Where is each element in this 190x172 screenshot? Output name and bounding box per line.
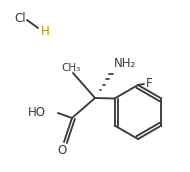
Text: F: F	[146, 77, 152, 89]
Text: H: H	[41, 24, 49, 37]
Text: NH₂: NH₂	[114, 56, 136, 69]
Text: CH₃: CH₃	[61, 63, 81, 73]
Text: HO: HO	[28, 106, 46, 120]
Text: O: O	[57, 143, 67, 157]
Text: Cl: Cl	[14, 12, 26, 24]
